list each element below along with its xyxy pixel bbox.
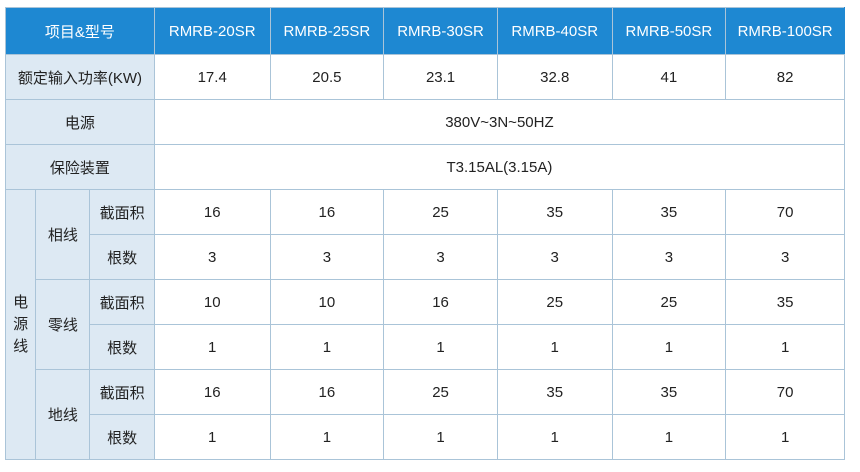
table-cell: 1 xyxy=(496,324,613,370)
model-header: RMRB-40SR xyxy=(496,7,613,55)
table-cell: 25 xyxy=(611,279,727,325)
fuse-label: 保险装置 xyxy=(5,144,155,190)
cross-section-label: 截面积 xyxy=(89,189,155,235)
table-cell: 16 xyxy=(269,369,385,415)
table-cell: 3 xyxy=(153,234,271,280)
phase-count-row: 根数 3 3 3 3 3 3 xyxy=(6,234,845,280)
ground-area-row: 地线 截面积 16 16 25 35 35 70 xyxy=(6,369,845,460)
table-cell: 1 xyxy=(725,414,845,460)
phase-area-row: 电 源 线 相线 截面积 16 16 25 35 35 70 xyxy=(4,189,845,460)
power-cable-char: 电 xyxy=(13,293,29,311)
table-cell: 1 xyxy=(611,414,727,460)
power-row: 额定输入功率(KW) 17.4 20.5 23.1 32.8 41 82 xyxy=(5,54,845,100)
table-cell: 25 xyxy=(383,369,498,415)
table-cell: 35 xyxy=(496,189,613,235)
phase-wire-label: 相线 xyxy=(35,189,91,280)
power-cable-char: 源 xyxy=(13,315,29,333)
table-cell: 35 xyxy=(611,369,727,415)
table-cell: 35 xyxy=(496,369,613,415)
table-cell: 25 xyxy=(496,279,613,325)
model-header: RMRB-100SR xyxy=(725,7,845,55)
table-cell: 1 xyxy=(383,324,498,370)
neutral-wire-label: 零线 xyxy=(35,279,91,370)
count-label: 根数 xyxy=(89,414,155,460)
table-cell: 35 xyxy=(611,189,727,235)
model-header: RMRB-20SR xyxy=(153,7,271,55)
count-label: 根数 xyxy=(89,324,155,370)
table-cell: 1 xyxy=(725,324,845,370)
table-cell: 70 xyxy=(725,369,845,415)
ground-wire-label: 地线 xyxy=(35,369,91,460)
supply-label: 电源 xyxy=(5,99,155,145)
neutral-count-row: 根数 1 1 1 1 1 1 xyxy=(6,324,845,370)
ground-count-row: 根数 1 1 1 1 1 1 xyxy=(6,414,845,460)
table-cell: 3 xyxy=(269,234,385,280)
table-cell: 35 xyxy=(725,279,845,325)
table-cell: 1 xyxy=(611,324,727,370)
header-label: 项目&型号 xyxy=(5,7,155,55)
power-value: 20.5 xyxy=(269,54,385,100)
table-cell: 3 xyxy=(496,234,613,280)
power-label: 额定输入功率(KW) xyxy=(5,54,155,100)
table-cell: 3 xyxy=(725,234,845,280)
power-cable-label: 电 源 线 xyxy=(4,189,37,460)
table-cell: 3 xyxy=(383,234,498,280)
table-cell: 70 xyxy=(725,189,845,235)
table-cell: 16 xyxy=(383,279,498,325)
table-cell: 16 xyxy=(153,189,271,235)
power-value: 17.4 xyxy=(153,54,271,100)
table-cell: 25 xyxy=(383,189,498,235)
fuse-value: T3.15AL(3.15A) xyxy=(153,144,846,190)
table-cell: 1 xyxy=(153,324,271,370)
table-cell: 16 xyxy=(153,369,271,415)
table-cell: 1 xyxy=(383,414,498,460)
supply-row: 电源 380V~3N~50HZ xyxy=(5,99,846,145)
table-cell: 1 xyxy=(496,414,613,460)
cross-section-label: 截面积 xyxy=(89,369,155,415)
table-cell: 1 xyxy=(269,324,385,370)
fuse-row: 保险装置 T3.15AL(3.15A) xyxy=(5,144,846,190)
power-value: 23.1 xyxy=(383,54,498,100)
table-cell: 10 xyxy=(269,279,385,325)
table-cell: 1 xyxy=(269,414,385,460)
count-label: 根数 xyxy=(89,234,155,280)
table-cell: 10 xyxy=(153,279,271,325)
spec-table-container: 项目&型号 RMRB-20SR RMRB-25SR RMRB-30SR RMRB… xyxy=(4,7,846,460)
table-cell: 3 xyxy=(611,234,727,280)
supply-value: 380V~3N~50HZ xyxy=(153,99,846,145)
model-header: RMRB-50SR xyxy=(611,7,727,55)
neutral-area-row: 零线 截面积 10 10 16 25 25 35 xyxy=(6,279,845,370)
header-row: 项目&型号 RMRB-20SR RMRB-25SR RMRB-30SR RMRB… xyxy=(5,7,845,55)
power-cable-char: 线 xyxy=(13,337,29,355)
model-header: RMRB-25SR xyxy=(269,7,385,55)
power-value: 32.8 xyxy=(496,54,613,100)
table-cell: 16 xyxy=(269,189,385,235)
power-value: 41 xyxy=(611,54,727,100)
spec-table: 项目&型号 RMRB-20SR RMRB-25SR RMRB-30SR RMRB… xyxy=(4,7,846,460)
power-value: 82 xyxy=(725,54,845,100)
cross-section-label: 截面积 xyxy=(89,279,155,325)
model-header: RMRB-30SR xyxy=(383,7,498,55)
table-cell: 1 xyxy=(153,414,271,460)
